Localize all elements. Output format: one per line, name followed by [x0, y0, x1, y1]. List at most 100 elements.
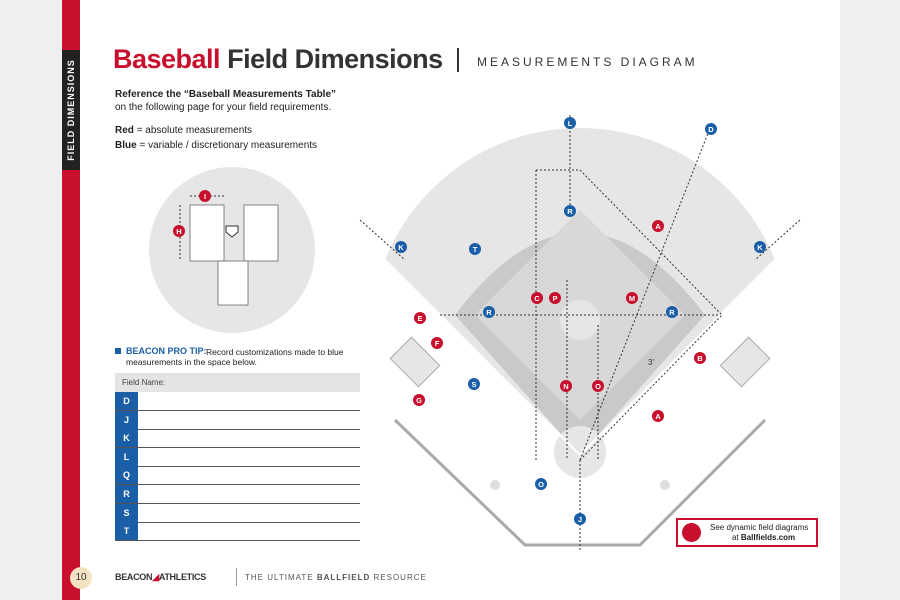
- label-badge: O: [535, 478, 547, 490]
- backstop: [393, 418, 767, 547]
- badge-circle: [574, 513, 586, 525]
- subtitle: MEASUREMENTS DIAGRAM: [477, 55, 698, 69]
- dugout: [389, 336, 441, 388]
- sidebar-label: FIELD DIMENSIONS: [66, 59, 76, 161]
- label-badge: P: [549, 292, 561, 304]
- callout-prefix: at: [732, 533, 739, 542]
- callout[interactable]: See dynamic field diagrams at Ballfields…: [676, 518, 818, 547]
- badge-letter: T: [473, 245, 478, 254]
- tip-heading: BEACON PRO TIP:: [126, 346, 207, 356]
- badge-letter: K: [398, 243, 404, 252]
- badge-circle: [549, 292, 561, 304]
- label-badge: E: [414, 312, 426, 324]
- badge-letter: C: [534, 294, 540, 303]
- badge-letter: P: [552, 294, 557, 303]
- callout-link[interactable]: Ballfields.com: [740, 533, 796, 542]
- label-badge: F: [431, 337, 443, 349]
- intro-bold: Reference the “Baseball Measurements Tab…: [115, 89, 337, 100]
- label-badge: M: [626, 292, 638, 304]
- foul-line: [579, 244, 791, 456]
- badge-circle: [694, 352, 706, 364]
- label-badge: O: [592, 380, 604, 392]
- badge-letter: O: [595, 382, 601, 391]
- logo-left: BEACON: [115, 572, 153, 582]
- batter-inset: [149, 167, 315, 333]
- tip-text: Record customizations made to blue measu…: [126, 347, 344, 367]
- sidebar-tab: [62, 50, 80, 170]
- dim-lines: [359, 115, 801, 550]
- badge-circle: [666, 306, 678, 318]
- badge-circle: [564, 117, 576, 129]
- badge-circle: [483, 306, 495, 318]
- label-badge: G: [413, 394, 425, 406]
- legend-text: = absolute measurements: [136, 125, 253, 136]
- badge-letter: G: [416, 396, 422, 405]
- row-key: K: [115, 429, 138, 448]
- badge-circle: [626, 292, 638, 304]
- logo-right: ATHLETICS: [158, 572, 206, 582]
- home-plate: [225, 225, 239, 238]
- badge-letter: N: [563, 382, 568, 391]
- label-badge: R: [483, 306, 495, 318]
- callout-icon: [682, 523, 701, 542]
- batter-box: [189, 204, 225, 262]
- badge-letter: L: [568, 119, 573, 128]
- label-badge: A: [652, 220, 664, 232]
- title: Baseball Field Dimensions: [113, 44, 443, 75]
- tagline-bold: BALLFIELD: [316, 573, 371, 582]
- badge-letter: M: [629, 294, 635, 303]
- row-key: D: [115, 392, 138, 410]
- legend-red: Red = absolute measurements: [115, 125, 252, 136]
- label-badge: C: [531, 292, 543, 304]
- table-row: R: [115, 485, 360, 504]
- badge-circle: [705, 123, 717, 135]
- table-row: S: [115, 503, 360, 523]
- label-badge: N: [560, 380, 572, 392]
- logo: BEACON◢ATHLETICS: [115, 572, 206, 582]
- label-badge: T: [469, 243, 481, 255]
- badge-letter: K: [757, 243, 763, 252]
- label-badge: B: [694, 352, 706, 364]
- badge-circle: [431, 337, 443, 349]
- batter-box: [243, 204, 279, 262]
- on-deck: [660, 480, 670, 490]
- table-row: Q: [115, 466, 360, 486]
- dugout: [719, 336, 771, 388]
- row-key: Q: [115, 466, 138, 485]
- footer-divider: [236, 568, 237, 586]
- badge-letter: R: [486, 308, 492, 317]
- badge-letter: J: [578, 515, 582, 524]
- badge-letter: R: [669, 308, 675, 317]
- divider: [457, 48, 459, 72]
- mound: [560, 300, 600, 340]
- badge-circle: [754, 241, 766, 253]
- table-row: T: [115, 522, 360, 542]
- badge-letter: O: [538, 480, 544, 489]
- badge-circle: [535, 478, 547, 490]
- legend-blue: Blue = variable / discretionary measurem…: [115, 140, 317, 151]
- badge-letter: R: [567, 207, 573, 216]
- field-name: Field Name:: [115, 373, 360, 392]
- badge-circle: [531, 292, 543, 304]
- row-key: S: [115, 503, 138, 522]
- page-number: 10: [70, 567, 92, 589]
- row-key: L: [115, 447, 138, 466]
- catcher-box: [217, 260, 249, 306]
- field-diagram: 3' L D R A K T K C P M E R R F S B N O A G O J: [359, 115, 801, 550]
- label-badge: L: [564, 117, 576, 129]
- badge-circle: [560, 380, 572, 392]
- table-row: D: [115, 392, 360, 411]
- row-key: T: [115, 522, 138, 541]
- label-badge: R: [564, 205, 576, 217]
- badge-circle: [652, 220, 664, 232]
- badge-circle: [413, 394, 425, 406]
- tip-square: [115, 348, 121, 354]
- inset-circle: [149, 167, 315, 333]
- badge-letter: A: [655, 222, 661, 231]
- row-key: J: [115, 410, 138, 429]
- badge-letter: S: [471, 380, 476, 389]
- label-badge: D: [705, 123, 717, 135]
- tagline-plain: THE ULTIMATE: [245, 573, 314, 582]
- badge-letter: A: [655, 412, 661, 421]
